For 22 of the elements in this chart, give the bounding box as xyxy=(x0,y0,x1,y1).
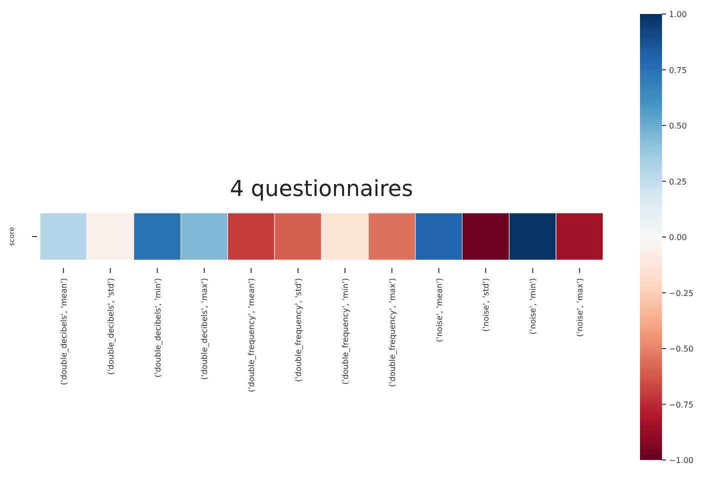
x-tick-label: ('noise', 'std') xyxy=(482,278,491,332)
chart-title: 4 questionnaires xyxy=(228,177,414,202)
color-bar-label: −0.75 xyxy=(669,400,694,410)
x-tick-label: ('double_decibels', 'mean') xyxy=(59,278,68,386)
color-bar-label: 0.75 xyxy=(669,66,687,75)
x-tick-label: ('double_decibels', 'std') xyxy=(106,278,116,375)
color-bar-label: −0.25 xyxy=(669,288,694,298)
color-bar-label: −1.00 xyxy=(669,456,694,465)
x-tick-label: ('double_frequency', 'max') xyxy=(388,278,397,387)
x-tick-label: ('double_frequency', 'min') xyxy=(340,278,350,385)
x-tick-label: ('noise', 'mean') xyxy=(434,278,444,342)
color-bar-label: −0.50 xyxy=(669,344,694,354)
color-bar-label: 1.00 xyxy=(669,10,687,19)
x-tick-label: ('double_decibels', 'max') xyxy=(200,278,210,380)
color-bar-label: 0.50 xyxy=(669,122,687,130)
x-tick-label: ('double_frequency', 'mean') xyxy=(247,278,256,392)
color-bar-label: 0.00 xyxy=(669,233,687,242)
x-tick-label: ('noise', 'min') xyxy=(528,278,538,334)
color-bar-label: 0.25 xyxy=(669,177,687,186)
x-tick-label: ('double_decibels', 'min') xyxy=(153,278,162,378)
x-tick-label: ('noise', 'max') xyxy=(576,278,585,337)
x-tick-label: ('double_frequency', 'std') xyxy=(294,278,304,382)
